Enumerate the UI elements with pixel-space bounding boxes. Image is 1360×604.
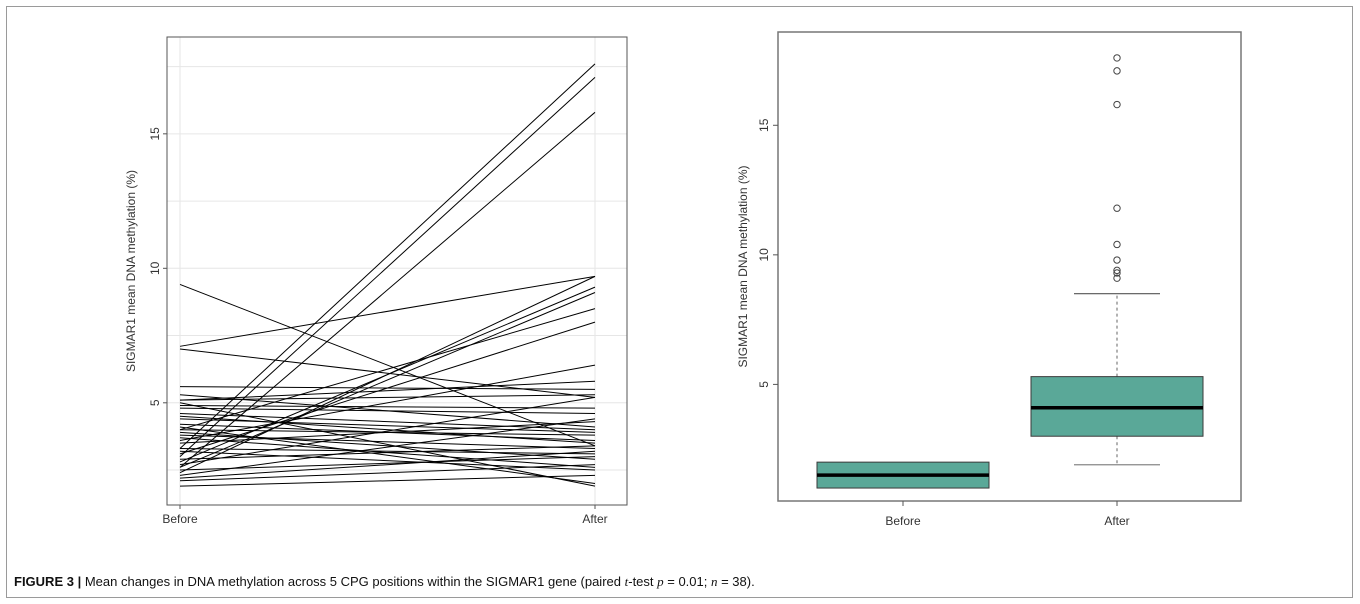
outlier-point	[1113, 204, 1121, 212]
paired-series-line	[179, 111, 596, 468]
right-y-tick-label: 5	[757, 381, 771, 388]
paired-series-line	[179, 292, 596, 468]
caption-text-2: -test	[628, 574, 658, 589]
paired-series-line	[179, 448, 596, 455]
paired-series-line	[179, 283, 596, 447]
right-y-tick-label: 10	[757, 248, 771, 262]
outlier-point	[1113, 54, 1121, 62]
paired-series-line	[179, 396, 596, 466]
t-symbol: t	[624, 574, 629, 589]
outlier-point	[1113, 274, 1121, 282]
caption-text-1: Mean changes in DNA methylation across 5…	[84, 574, 625, 589]
outlier-point	[1113, 67, 1121, 75]
caption-n-value: = 38).	[717, 574, 755, 589]
outlier-point	[1113, 256, 1121, 264]
right-x-tick-label: Before	[885, 514, 921, 528]
left-y-axis-label: SIGMAR1 mean DNA methylation (%)	[124, 170, 138, 372]
paired-series-line	[179, 63, 596, 449]
left-y-tick-label: 10	[148, 261, 162, 275]
paired-series-line	[179, 286, 596, 463]
paired-series-line	[179, 456, 596, 471]
paired-series-line	[179, 421, 596, 444]
left-y-tick-label: 15	[148, 127, 162, 141]
outlier-point	[1113, 266, 1121, 275]
right-y-axis-label: SIGMAR1 mean DNA methylation (%)	[736, 165, 750, 367]
caption-p-value: = 0.01;	[663, 574, 711, 589]
paired-series-line	[179, 402, 596, 487]
outlier-point	[1113, 100, 1121, 109]
paired-series-line	[179, 474, 596, 487]
paired-series-line	[179, 450, 596, 479]
paired-series-line	[179, 426, 596, 484]
left-x-tick-label: After	[582, 512, 607, 526]
left-line-chart: 5 10 15 Before After SIGMAR1 mean DNA methyla…	[124, 36, 628, 526]
left-y-tick-label: 5	[148, 399, 162, 406]
paired-series-line	[179, 437, 596, 468]
left-plot-frame	[166, 36, 628, 506]
figure-caption: FIGURE 3 | Mean changes in DNA methylati…	[14, 574, 755, 590]
left-x-tick-label: Before	[162, 512, 198, 526]
outlier-point	[1113, 240, 1121, 249]
figure-label: FIGURE 3 |	[14, 574, 82, 589]
paired-series-line	[179, 407, 596, 415]
right-box-chart: 5 10 15 Before After SIGMAR1 mean DNA methyla…	[736, 31, 1242, 528]
outlier-point	[1113, 269, 1121, 277]
paired-series-line	[179, 348, 596, 398]
paired-series-line	[179, 404, 596, 409]
right-x-tick-label: After	[1104, 514, 1129, 528]
paired-series-line	[179, 415, 596, 444]
p-symbol: p	[657, 574, 664, 589]
n-symbol: n	[710, 574, 718, 589]
paired-series-line	[179, 418, 596, 476]
paired-series-line	[179, 380, 596, 401]
paired-series-line	[179, 464, 596, 482]
paired-series-line	[179, 364, 596, 441]
right-y-tick-label: 15	[757, 118, 771, 132]
paired-series-line	[179, 76, 596, 457]
paired-series-line	[179, 394, 596, 401]
paired-series-line	[179, 275, 596, 347]
